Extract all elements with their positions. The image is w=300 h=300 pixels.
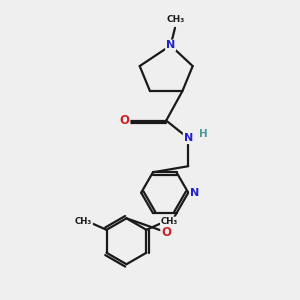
Text: O: O (161, 226, 171, 239)
Text: N: N (190, 188, 200, 198)
Text: N: N (166, 40, 175, 50)
Text: H: H (199, 129, 208, 139)
Text: CH₃: CH₃ (75, 217, 92, 226)
Text: CH₃: CH₃ (161, 217, 178, 226)
Text: N: N (184, 133, 193, 143)
Text: CH₃: CH₃ (167, 15, 185, 24)
Text: O: O (119, 114, 129, 127)
